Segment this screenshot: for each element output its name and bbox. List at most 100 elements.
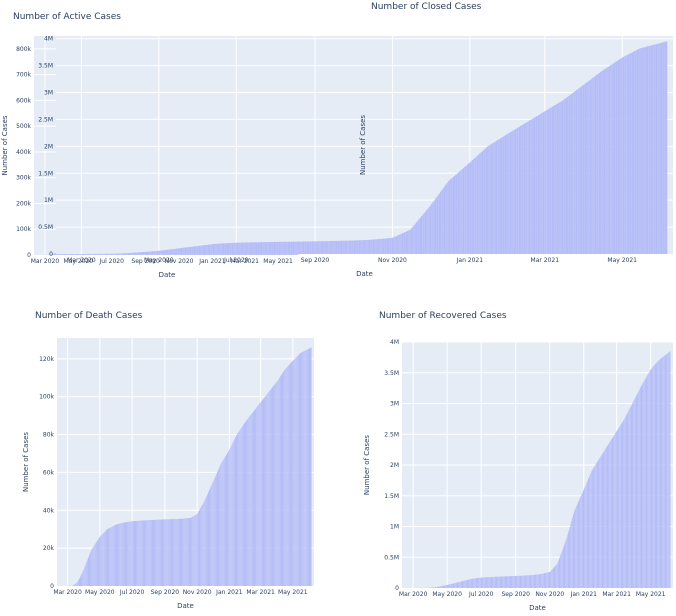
bar [156,519,158,586]
bar [614,434,615,588]
bar [200,507,202,586]
bar [338,240,340,254]
bar [613,436,614,588]
bar [465,580,467,588]
bar [178,518,179,586]
x-tick-label: Jan 2021 [215,589,243,596]
bar [184,518,186,586]
bar [178,518,180,586]
bar [600,455,602,588]
bar [289,363,291,586]
chart-panel-recovered: Number of Recovered Cases 0 0.5M 1M 1.5M 2M 2.… [338,300,676,616]
bar [548,572,549,588]
bar [299,353,301,586]
bar [200,508,201,586]
bar [540,574,541,588]
bar [155,519,156,586]
bar [343,240,345,254]
bar [78,580,79,586]
bar [483,149,485,254]
bar [477,578,479,588]
bar [170,249,173,254]
bar [658,360,659,588]
bar [305,350,307,586]
bar [500,576,502,588]
bar [87,559,88,586]
bar [272,241,274,254]
bar [228,243,230,254]
bar [533,117,536,254]
bar [295,241,297,254]
bar [152,519,153,586]
bar [506,134,508,254]
bar [294,241,296,254]
bar [304,350,306,586]
bar [145,251,147,254]
bar [104,531,106,586]
bar [188,517,190,586]
bar [620,425,621,588]
bar [458,582,460,588]
bar [661,357,663,588]
bar [234,438,235,586]
y-tick-label: 0 [27,252,31,259]
bar [555,104,557,254]
bar [480,152,482,254]
bar [114,525,116,586]
bar [393,237,395,254]
bar [454,583,455,588]
bar [605,447,607,588]
bar [614,433,616,588]
y-tick-label: 0 [49,251,53,258]
bar [193,516,194,586]
bar [522,575,524,588]
bar [228,450,230,586]
bar [489,577,491,588]
bar [484,577,485,588]
bar [568,530,570,588]
bar [636,49,639,255]
bar [184,518,185,586]
bar [141,520,143,586]
bar [625,55,627,254]
bar [260,402,261,586]
bar [249,242,251,254]
bar [516,128,518,254]
bar [224,243,226,254]
bar [281,241,283,254]
bar [180,518,182,586]
bar [303,351,304,586]
y-tick-label: 2M [390,462,399,469]
bar [216,243,218,254]
bar [151,519,153,586]
bar [623,420,624,588]
bar [73,585,74,586]
bar [379,238,381,254]
bar [556,564,558,588]
bar [95,542,97,586]
bar [206,496,207,586]
bar [305,241,307,254]
bar [137,520,138,586]
bar [560,554,562,588]
bar [537,574,538,588]
x-tick-label: May 2020 [64,258,94,265]
bar [127,253,129,254]
bar [453,583,454,588]
bar [659,359,660,588]
bar [172,519,174,586]
bar [109,528,110,586]
bar [649,371,650,588]
bar [260,401,262,586]
bar [452,176,455,254]
bar [193,515,195,586]
bar [168,519,170,586]
bar [457,582,459,588]
bar [569,528,570,588]
bar [271,387,273,586]
bar [642,383,644,588]
bar [376,239,378,254]
bar [351,240,353,254]
bar [659,43,661,254]
bar [632,403,633,588]
